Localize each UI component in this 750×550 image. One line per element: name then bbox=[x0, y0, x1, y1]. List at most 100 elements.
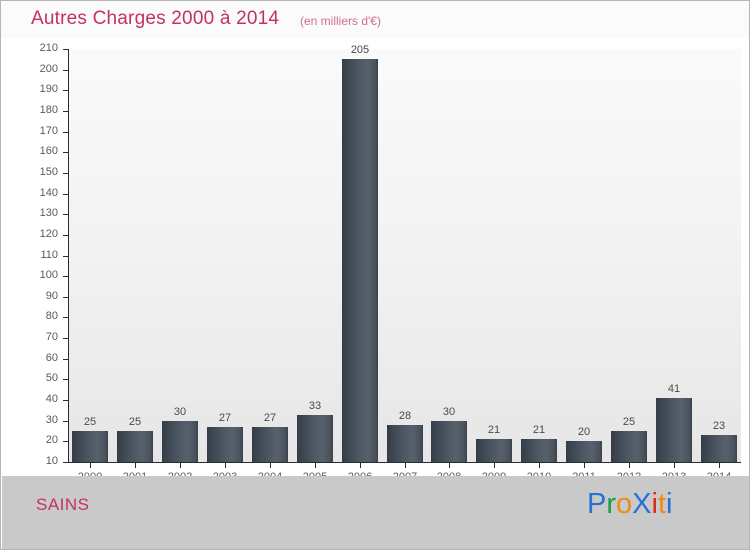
y-axis-tick bbox=[63, 235, 69, 236]
bar-2002[interactable] bbox=[162, 421, 198, 462]
bar-value-label: 30 bbox=[173, 406, 187, 418]
x-axis-line bbox=[68, 462, 741, 463]
bar-value-label: 205 bbox=[350, 44, 370, 56]
x-axis-tick bbox=[360, 463, 361, 468]
y-axis-tick-label: 40 bbox=[45, 393, 58, 405]
page-subtitle: (en milliers d'€) bbox=[300, 14, 381, 28]
bar-2009[interactable] bbox=[476, 439, 512, 462]
bar-2007[interactable] bbox=[387, 425, 423, 462]
bar-value-label: 27 bbox=[263, 412, 277, 424]
y-axis-tick bbox=[63, 441, 69, 442]
x-axis-tick bbox=[494, 463, 495, 468]
y-axis-tick-label: 200 bbox=[39, 63, 58, 75]
y-axis-tick bbox=[63, 338, 69, 339]
y-axis-tick bbox=[63, 297, 69, 298]
y-axis-tick bbox=[63, 132, 69, 133]
commune-name: SAINS bbox=[36, 495, 90, 514]
y-axis-tick-label: 110 bbox=[40, 249, 58, 261]
x-axis-tick bbox=[449, 463, 450, 468]
y-axis-tick-label: 140 bbox=[39, 187, 58, 199]
y-axis-tick bbox=[63, 317, 69, 318]
y-axis-tick-label: 90 bbox=[45, 290, 58, 302]
bar-value-label: 21 bbox=[532, 424, 546, 436]
bar-value-label: 25 bbox=[128, 416, 142, 428]
x-axis-tick bbox=[270, 463, 271, 468]
bar-value-label: 23 bbox=[712, 420, 726, 432]
y-axis-tick-label: 70 bbox=[45, 331, 58, 343]
bar-value-label: 25 bbox=[83, 416, 97, 428]
bar-2003[interactable] bbox=[207, 427, 243, 462]
y-axis-tick-label: 120 bbox=[39, 228, 58, 240]
y-axis-tick bbox=[63, 70, 69, 71]
bar-2000[interactable] bbox=[72, 431, 108, 462]
y-axis-tick-label: 150 bbox=[39, 166, 58, 178]
logo-letter-p: P bbox=[587, 488, 607, 520]
bar-value-label: 25 bbox=[622, 416, 636, 428]
y-axis-tick bbox=[63, 421, 69, 422]
x-axis-tick bbox=[225, 463, 226, 468]
y-axis-tick-label: 170 bbox=[39, 125, 58, 137]
y-axis-tick bbox=[63, 379, 69, 380]
y-axis-tick-label: 50 bbox=[45, 372, 58, 384]
y-axis-tick bbox=[63, 462, 69, 463]
y-axis-tick-label: 130 bbox=[39, 207, 58, 219]
logo-letter-i-first: i bbox=[651, 488, 658, 520]
bar-value-label: 21 bbox=[487, 424, 501, 436]
x-axis-tick bbox=[135, 463, 136, 468]
plot-area-background bbox=[68, 49, 741, 462]
chart-footer: SAINS ProXiti bbox=[2, 476, 749, 549]
y-axis-tick bbox=[63, 214, 69, 215]
logo-letter-x: X bbox=[632, 488, 652, 520]
chart-header: Autres Charges 2000 à 2014 (en milliers … bbox=[1, 1, 749, 38]
y-axis-tick-label: 10 bbox=[45, 455, 58, 467]
y-axis-tick bbox=[63, 111, 69, 112]
bar-value-label: 27 bbox=[218, 412, 232, 424]
y-axis-tick bbox=[63, 276, 69, 277]
y-axis-tick-label: 80 bbox=[45, 310, 58, 322]
y-axis-tick-label: 160 bbox=[39, 145, 58, 157]
y-axis-tick bbox=[63, 194, 69, 195]
bar-2012[interactable] bbox=[611, 431, 647, 462]
y-axis-tick-label: 100 bbox=[39, 269, 58, 281]
y-axis-tick-label: 30 bbox=[45, 414, 58, 426]
bar-2013[interactable] bbox=[656, 398, 692, 462]
y-axis-tick bbox=[63, 49, 69, 50]
y-axis-tick bbox=[63, 90, 69, 91]
y-axis-tick bbox=[63, 152, 69, 153]
logo-letter-o: o bbox=[616, 488, 633, 520]
bar-2005[interactable] bbox=[297, 415, 333, 462]
logo-letter-t: t bbox=[657, 488, 667, 520]
y-axis-tick bbox=[63, 256, 69, 257]
bar-2010[interactable] bbox=[521, 439, 557, 462]
bar-2001[interactable] bbox=[117, 431, 153, 462]
y-axis-tick bbox=[63, 173, 69, 174]
page-title: Autres Charges 2000 à 2014 bbox=[31, 8, 280, 29]
y-axis-tick-label: 60 bbox=[45, 352, 58, 364]
bar-value-label: 28 bbox=[398, 410, 412, 422]
proxiti-logo[interactable]: ProXiti bbox=[587, 488, 672, 521]
y-axis-tick-label: 210 bbox=[39, 42, 58, 54]
bar-2006[interactable] bbox=[342, 59, 378, 462]
bar-value-label: 33 bbox=[308, 400, 322, 412]
x-axis-tick bbox=[315, 463, 316, 468]
x-axis-tick bbox=[90, 463, 91, 468]
x-axis-tick bbox=[539, 463, 540, 468]
y-axis-tick bbox=[63, 400, 69, 401]
x-axis-tick bbox=[180, 463, 181, 468]
y-axis-tick-label: 190 bbox=[39, 83, 58, 95]
bar-2008[interactable] bbox=[431, 421, 467, 462]
bar-chart: 210 200 190 180 170 160 150 140 130 120 110 100 90 80… bbox=[2, 38, 749, 483]
bar-2014[interactable] bbox=[701, 435, 737, 462]
x-axis-tick bbox=[405, 463, 406, 468]
bar-value-label: 30 bbox=[442, 406, 456, 418]
y-axis-tick bbox=[63, 359, 69, 360]
bar-2011[interactable] bbox=[566, 441, 602, 462]
x-axis-tick bbox=[584, 463, 585, 468]
bar-2004[interactable] bbox=[252, 427, 288, 462]
x-axis-tick bbox=[719, 463, 720, 468]
bar-value-label: 20 bbox=[577, 426, 591, 438]
x-axis-tick bbox=[674, 463, 675, 468]
x-axis-tick bbox=[629, 463, 630, 468]
logo-letter-i-second: i bbox=[666, 488, 673, 520]
